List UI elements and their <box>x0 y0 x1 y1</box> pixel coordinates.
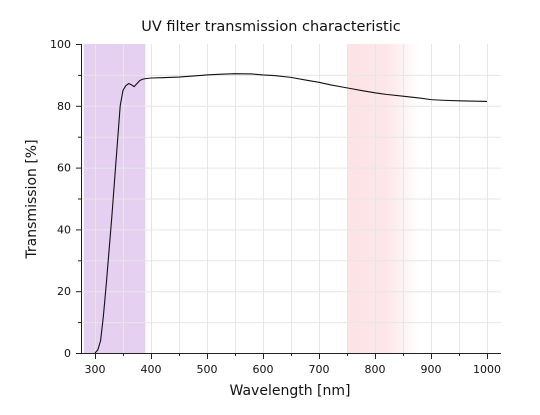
y-tick-label: 100 <box>50 38 71 51</box>
y-axis-title: Transmission [%] <box>24 139 40 259</box>
x-tick-label: 800 <box>365 363 386 376</box>
y-tick-label: 0 <box>64 347 71 360</box>
x-tick-label: 700 <box>309 363 330 376</box>
x-tick-label: 300 <box>85 363 106 376</box>
y-tick-label: 20 <box>57 285 71 298</box>
x-tick-label: 1000 <box>473 363 501 376</box>
transmission-line-0 <box>94 73 488 354</box>
axes-layer: 300 400 500 600 700 800 900 1000 0 20 40 60 80 100 <box>50 38 501 376</box>
x-tick-label: 900 <box>421 363 442 376</box>
x-tick-label: 500 <box>197 363 218 376</box>
x-tick-label: 400 <box>141 363 162 376</box>
x-tick-label: 600 <box>253 363 274 376</box>
x-axis-title: Wavelength [nm] <box>230 383 351 399</box>
series-layer <box>94 73 488 354</box>
grid-layer <box>81 44 501 353</box>
y-tick-label: 40 <box>57 223 71 236</box>
chart-title: UV filter transmission characteristic <box>141 19 400 35</box>
y-tick-label: 80 <box>57 100 71 113</box>
y-tick-label: 60 <box>57 162 71 175</box>
